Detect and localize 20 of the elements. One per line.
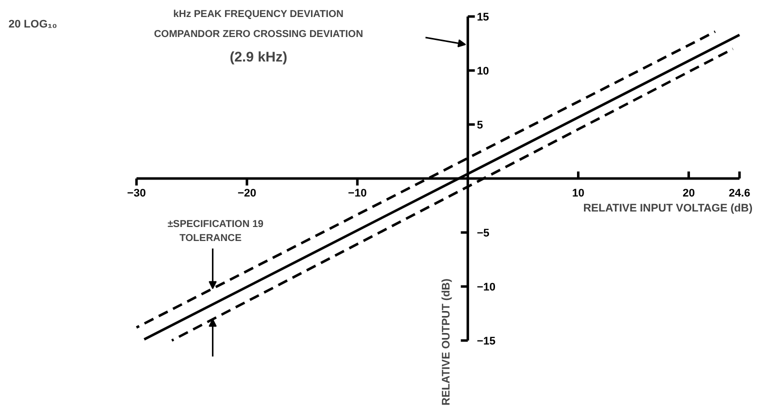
y-tick-label: 15 <box>476 12 490 24</box>
y-tick-label: 5 <box>476 120 483 132</box>
x-tick-label: −20 <box>238 188 256 200</box>
text: 20 LOG₁₀ <box>8 18 58 30</box>
annotation: (2.9 kHz) <box>230 48 288 64</box>
y-tick-label: −10 <box>476 282 496 294</box>
y-axis-title: RELATIVE OUTPUT (dB) <box>440 278 452 406</box>
annotation: kHz PEAK FREQUENCY DEVIATION <box>173 9 344 20</box>
x-tick-label: −10 <box>348 188 367 200</box>
y-tick-label: −5 <box>476 228 490 240</box>
x-tick-label: 10 <box>572 188 584 200</box>
annotation: COMPANDOR ZERO CROSSING DEVIATION <box>154 29 364 40</box>
x-tick-label: 24.6 <box>728 188 750 200</box>
annotation: TOLERANCE <box>179 233 242 244</box>
annotation: ±SPECIFICATION 19 <box>168 219 264 230</box>
x-tick-label: 20 <box>682 188 695 200</box>
y-tick-label: −15 <box>476 336 496 348</box>
x-axis-title: RELATIVE INPUT VOLTAGE (dB) <box>583 202 753 214</box>
x-tick-label: −30 <box>127 188 146 200</box>
y-tick-label: 10 <box>476 66 490 78</box>
